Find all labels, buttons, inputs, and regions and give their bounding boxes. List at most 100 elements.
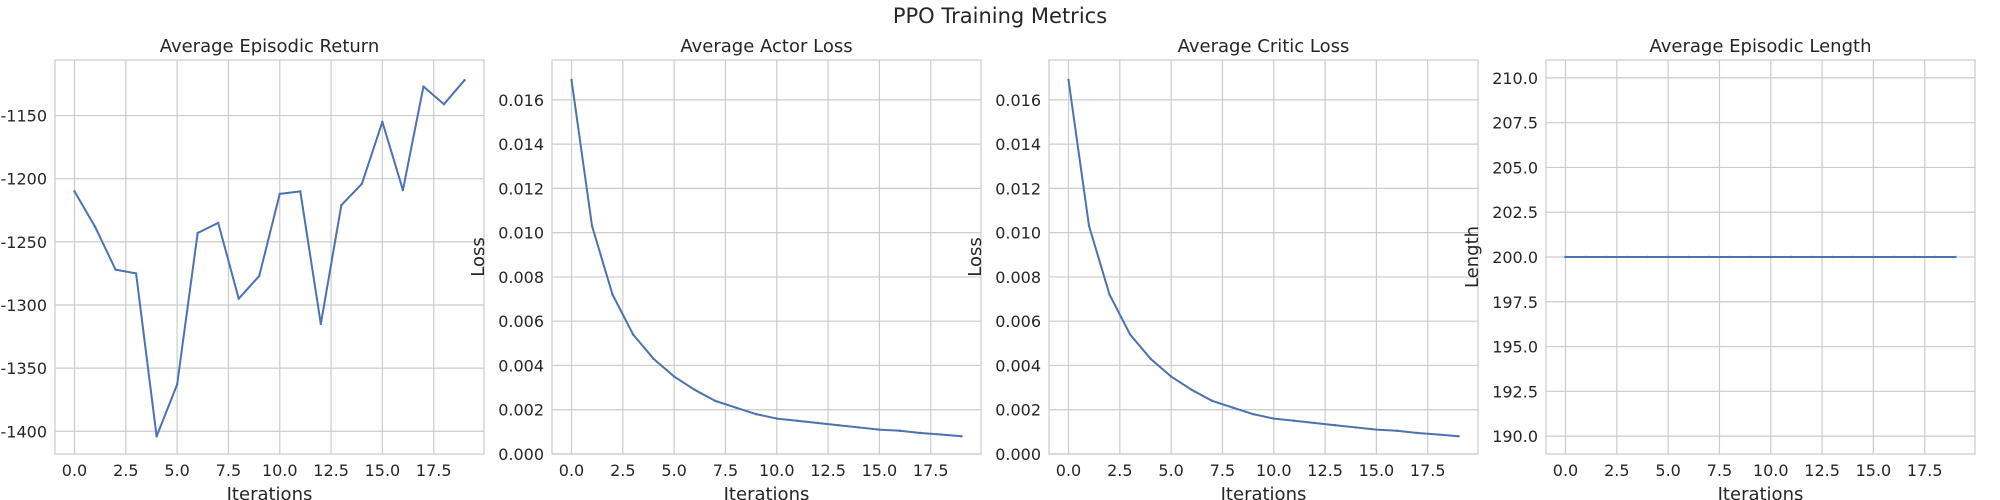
y-tick-label: -1150 [1,107,48,126]
data-point [1666,255,1670,259]
y-tick-label: 197.5 [1492,293,1538,312]
plot-area [551,59,982,455]
y-tick-label: 0.006 [995,312,1041,331]
data-point [1851,255,1855,259]
data-point [1354,426,1358,429]
y-tick-label: 0.008 [498,268,544,287]
x-tick-label: 15.0 [1359,461,1395,480]
data-point [1933,255,1937,259]
y-tick-label: -1400 [1,422,48,441]
data-point [1687,255,1690,259]
data-point [1067,78,1070,82]
data-point [1707,255,1711,259]
data-point [837,424,840,427]
data-point [1128,333,1132,336]
data-point [1749,255,1752,259]
x-tick-label: 0.0 [559,461,584,480]
y-tick-label: 0.000 [995,445,1041,464]
data-point [299,190,302,193]
x-tick-label: 0.0 [1056,461,1081,480]
x-tick-label: 12.5 [1307,461,1343,480]
data-point [134,272,138,275]
data-point [1375,428,1378,431]
y-tick-label: 0.004 [498,356,544,375]
y-tick-label: -1350 [1,359,48,378]
x-tick-label: 7.5 [1210,461,1235,480]
chart-panel-3: 0.0 2.5 5.0 7.5 10.0 12.5 15.0 17.5 0.000 0.002 0.… [965,36,1479,500]
data-point [1169,375,1173,378]
figure-title: PPO Training Metrics [892,4,1108,28]
data-point [319,322,323,326]
x-tick-label: 5.0 [661,461,686,480]
y-tick-label: 190.0 [1492,427,1538,446]
x-tick-label: 2.5 [610,461,635,480]
x-tick-label: 2.5 [1604,461,1629,480]
data-point [1457,435,1460,438]
series-line-1 [73,79,466,438]
x-tick-label: 5.0 [1655,461,1680,480]
y-axis-label: Loss [468,237,489,276]
data-point [1108,293,1111,296]
y-tick-label: 0.002 [995,401,1041,420]
data-point [442,102,446,106]
data-point [1087,224,1091,228]
data-point [381,120,384,124]
x-tick-label: 10.0 [1256,461,1292,480]
x-tick-label: 2.5 [1107,461,1132,480]
data-point [1892,255,1896,259]
x-tick-label: 10.0 [1753,461,1789,480]
data-point [1313,421,1317,425]
plot-area [1048,59,1479,455]
y-tick-label: 0.000 [498,445,544,464]
data-point [1272,417,1275,420]
data-point [1728,255,1731,259]
x-tick-label: 17.5 [913,461,949,480]
data-point [1584,255,1588,259]
x-axis-label: Iterations [227,484,313,500]
data-point [796,419,799,422]
x-tick-label: 7.5 [1707,461,1732,480]
data-point [114,268,117,271]
data-point [1252,412,1255,416]
x-tick-label: 17.5 [1907,461,1943,480]
data-point [1831,255,1834,259]
y-axis-label: Loss [965,237,986,276]
y-tick-label: 0.012 [995,179,1041,198]
data-point [1564,255,1567,259]
y-tick-label: 0.016 [498,91,544,110]
y-tick-label: 207.5 [1492,114,1538,133]
x-tick-label: 17.5 [1410,461,1446,480]
data-point [1416,431,1419,435]
data-point [857,426,861,429]
data-point [960,435,963,438]
data-point [1149,357,1152,361]
data-point [360,182,364,185]
x-tick-label: 15.0 [1856,461,1892,480]
data-point [422,85,425,88]
data-point [1334,424,1337,427]
chart-title: Average Episodic Length [1650,36,1872,57]
data-point [1605,255,1608,259]
x-tick-label: 5.0 [164,461,189,480]
data-point [693,388,696,392]
x-tick-label: 17.5 [416,461,452,480]
y-tick-label: 0.016 [995,91,1041,110]
plot-area [54,59,485,455]
y-tick-label: 0.014 [498,135,544,154]
data-point [1231,406,1234,409]
x-axis-label: Iterations [1718,484,1804,500]
data-point [631,333,635,336]
data-point [1872,255,1875,259]
y-tick-label: 210.0 [1492,69,1538,88]
y-tick-label: 0.002 [498,401,544,420]
x-tick-label: 12.5 [1804,461,1840,480]
y-tick-label: 0.010 [498,224,544,243]
x-tick-label: 12.5 [810,461,846,480]
y-tick-label: -1200 [1,170,48,189]
x-axis-label: Iterations [1221,484,1307,500]
y-tick-label: 0.006 [498,312,544,331]
y-tick-label: -1300 [1,296,48,315]
y-tick-label: -1250 [1,233,48,252]
data-point [1436,433,1440,436]
